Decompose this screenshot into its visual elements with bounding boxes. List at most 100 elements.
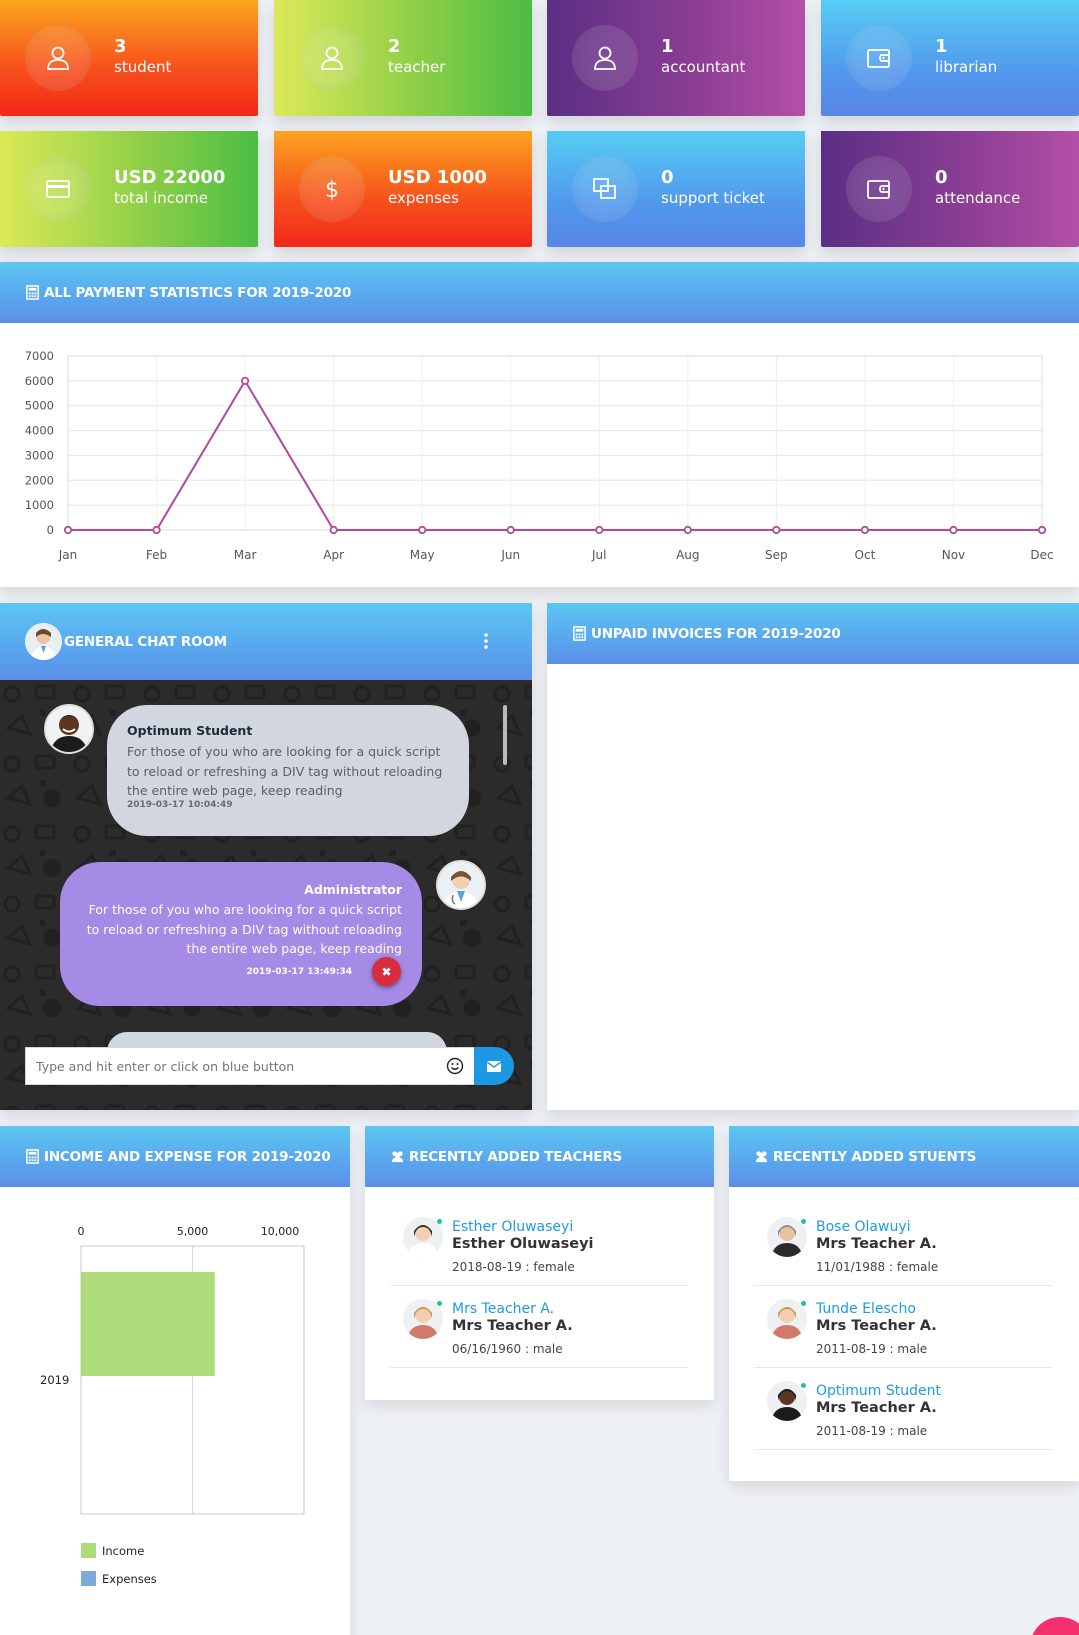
person-name-link[interactable]: Optimum Student — [816, 1383, 941, 1399]
bar-income — [81, 1272, 215, 1376]
list-item[interactable]: Tunde Elescho Mrs Teacher A. 2011-08-19 : … — [754, 1286, 1052, 1368]
data-point — [595, 525, 604, 535]
stat-icon-circle: $ — [299, 156, 365, 222]
person-name-link[interactable]: Bose Olawuyi — [816, 1219, 911, 1235]
stat-card-support-ticket[interactable]: 0 support ticket — [547, 131, 805, 247]
x-tick-label: Feb — [146, 548, 167, 562]
y-tick-label: 1000 — [25, 498, 54, 512]
data-point — [683, 525, 692, 535]
wallet-icon — [867, 180, 890, 199]
unpaid-invoices-header: UNPAID INVOICES FOR 2019-2020 — [547, 603, 1079, 664]
person-name-link[interactable]: Mrs Teacher A. — [452, 1301, 555, 1317]
stat-icon-circle — [25, 156, 91, 222]
stat-value: 0 — [935, 167, 948, 188]
x-tick-label: 0 — [78, 1225, 85, 1238]
envelope-icon — [487, 1060, 501, 1072]
more-options-icon[interactable] — [483, 633, 489, 649]
send-message-button[interactable] — [474, 1047, 514, 1085]
x-tick-label: Sep — [765, 548, 788, 562]
person-subtitle: Mrs Teacher A. — [816, 1400, 937, 1416]
avatar — [767, 1217, 807, 1257]
stat-icon-circle — [299, 25, 365, 91]
stat-icon-circle — [846, 156, 912, 222]
person-subtitle: Esther Oluwaseyi — [452, 1236, 594, 1252]
recent-students-panel: RECENTLY ADDED STUENTS Bose Olawuyi Mrs T… — [729, 1126, 1079, 1481]
person-meta: 11/01/1988 : female — [816, 1260, 939, 1274]
y-tick-label: 5000 — [25, 399, 54, 413]
stat-card-total-income[interactable]: USD 22000 total income — [0, 131, 258, 247]
income-expense-header: INCOME AND EXPENSE FOR 2019-2020 — [0, 1126, 350, 1187]
stat-value: 1 — [661, 36, 674, 57]
stat-icon-circle — [25, 25, 91, 91]
data-point — [772, 525, 781, 535]
person-name-link[interactable]: Esther Oluwaseyi — [452, 1219, 574, 1235]
list-item[interactable]: Bose Olawuyi Mrs Teacher A. 11/01/1988 : f… — [754, 1204, 1052, 1286]
data-point — [1037, 525, 1047, 535]
recent-teachers-panel: RECENTLY ADDED TEACHERS Esther Oluwaseyi… — [365, 1126, 714, 1400]
data-point — [152, 525, 161, 535]
stat-icon-circle — [572, 25, 638, 91]
stat-card-teacher[interactable]: 2 teacher — [274, 0, 532, 116]
income-expense-bar-chart: 0 5,000 10,000 2019 — [40, 1225, 305, 1515]
chat-scrollbar[interactable] — [503, 705, 507, 765]
person-name-link[interactable]: Tunde Elescho — [816, 1301, 916, 1317]
stat-card-librarian[interactable]: 1 librarian — [821, 0, 1079, 116]
admin-avatar — [436, 860, 486, 910]
list-item[interactable]: Esther Oluwaseyi Esther Oluwaseyi 2018-08-… — [390, 1204, 688, 1286]
payment-stats-title: ALL PAYMENT STATISTICS FOR 2019-2020 — [44, 284, 352, 301]
calculator-icon — [26, 1149, 39, 1164]
x-tick-label: Oct — [855, 548, 876, 562]
legend-label-expenses: Expenses — [102, 1572, 157, 1586]
online-status-dot — [436, 1218, 443, 1225]
payment-stats-header: ALL PAYMENT STATISTICS FOR 2019-2020 — [0, 262, 1079, 323]
y-tick-label: 7000 — [25, 349, 54, 363]
stat-card-accountant[interactable]: 1 accountant — [547, 0, 805, 116]
stat-label: teacher — [388, 58, 446, 76]
stat-label: attendance — [935, 189, 1021, 207]
data-point — [240, 376, 250, 385]
recent-students-title: RECENTLY ADDED STUENTS — [773, 1148, 977, 1165]
legend-swatch-expenses — [81, 1571, 96, 1586]
chat-messages-area[interactable]: Optimum Student For those of you who are… — [0, 680, 532, 1110]
delete-message-button[interactable]: ✖ — [372, 957, 401, 986]
stat-icon-circle — [846, 25, 912, 91]
emoji-icon[interactable] — [446, 1057, 464, 1075]
calculator-icon — [573, 626, 586, 641]
online-status-dot — [436, 1300, 443, 1307]
users-icon — [391, 1151, 404, 1163]
online-status-dot — [800, 1218, 807, 1225]
stat-card-attendance[interactable]: 0 attendance — [821, 131, 1079, 247]
person-subtitle: Mrs Teacher A. — [816, 1318, 937, 1334]
calculator-icon — [26, 285, 39, 300]
recent-teachers-title: RECENTLY ADDED TEACHERS — [409, 1148, 623, 1165]
person-subtitle: Mrs Teacher A. — [816, 1236, 937, 1252]
user-icon — [321, 46, 343, 70]
recent-students-header: RECENTLY ADDED STUENTS — [729, 1126, 1079, 1187]
stat-label: expenses — [388, 189, 459, 207]
chat-message-outgoing: Administrator For those of you who are l… — [60, 862, 422, 1006]
message-author: Administrator — [304, 882, 402, 897]
x-tick-label: Dec — [1030, 548, 1053, 562]
legend-swatch-income — [81, 1543, 96, 1558]
message-timestamp: 2019-03-17 13:49:34 — [246, 967, 352, 977]
stat-card-student[interactable]: 3 student — [0, 0, 258, 116]
chat-title: GENERAL CHAT ROOM — [64, 633, 227, 650]
payment-line-chart: 0 1000 2000 3000 4000 5000 6000 7000 Jan Feb Mar Ap… — [25, 349, 1054, 562]
data-point — [860, 525, 870, 535]
close-icon: ✖ — [381, 964, 392, 979]
x-tick-label: Jan — [58, 548, 78, 562]
message-text: For those of you who are looking for a q… — [127, 744, 443, 798]
floating-action-button[interactable] — [1030, 1617, 1079, 1635]
stat-label: support ticket — [661, 189, 765, 207]
x-tick-label: 10,000 — [261, 1225, 300, 1238]
person-meta: 06/16/1960 : male — [452, 1342, 563, 1356]
plot-area-border — [80, 1245, 305, 1515]
recent-teachers-header: RECENTLY ADDED TEACHERS — [365, 1126, 714, 1187]
chat-header: GENERAL CHAT ROOM — [0, 603, 532, 680]
stat-card-expenses[interactable]: $ USD 1000 expenses — [274, 131, 532, 247]
unpaid-invoices-panel: UNPAID INVOICES FOR 2019-2020 — [547, 603, 1079, 1110]
list-item[interactable]: Optimum Student Mrs Teacher A. 2011-08-19 … — [754, 1368, 1052, 1450]
stat-label: student — [114, 58, 172, 76]
list-item[interactable]: Mrs Teacher A. Mrs Teacher A. 06/16/1960 :… — [390, 1286, 688, 1368]
chat-message-input[interactable] — [25, 1047, 475, 1085]
